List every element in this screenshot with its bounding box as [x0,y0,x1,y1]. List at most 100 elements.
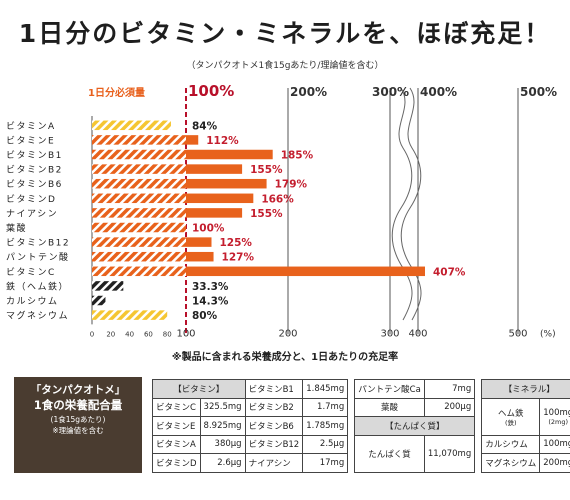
daily-requirement-label: 1日分必須量 [88,88,145,99]
nutrient-value: 380μg [199,434,246,454]
bar [92,149,186,160]
mineral-value-heme-iron: 100mg (2mg) [539,397,570,436]
x-tick-label: 200 [278,328,297,339]
value-label: 112% [206,135,239,147]
nutrient-value: 7mg [423,379,476,399]
bar [186,266,425,277]
mineral-value: 100mg [543,407,570,418]
mineral-name: ヘム鉄 [497,408,524,419]
bar [186,149,273,160]
chart-footnote: ※製品に含まれる栄養成分と、1日あたりの充足率 [171,352,399,363]
value-label: 407% [433,266,466,278]
x-tick-label: 20 [106,330,115,338]
bar [92,135,186,145]
top-tick-label: 400% [420,85,457,99]
x-tick-label: 40 [125,330,134,338]
vitamin-header: 【ビタミン】 [152,379,246,399]
bar [92,193,186,204]
x-tick-label: 500 [508,328,527,339]
protein-name: たんぱく質 [354,434,425,473]
nutrient-value: 1.845mg [302,379,349,399]
nutrient-value: 2.5μg [302,434,349,454]
nutrient-name: ビタミンB2 [244,397,304,417]
nutrient-name: ビタミンC [152,397,201,417]
value-label: 166% [261,193,294,205]
value-label: 14.3% [192,296,229,308]
axis-break-line [391,87,413,321]
mineral-value-sub: (2mg) [548,417,569,426]
mineral-name-heme-iron: ヘム鉄 (鉄) [481,397,541,436]
bar [186,237,212,247]
nutrient-value: 1.7mg [302,397,349,417]
category-label: マグネシウム [6,310,69,322]
bar [92,120,171,131]
bar [186,208,243,218]
nutrient-name: ビタミンB6 [244,416,304,436]
value-label: 127% [222,252,255,264]
nutrient-value: 2.6μg [199,453,246,473]
top-tick-label: 100% [188,82,234,100]
category-label: ビタミンE [6,135,55,146]
nutrition-summary-box: 「タンパクオトメ」 1食の栄養配合量 (1食15gあたり) ※理論値を含む [14,377,142,473]
category-label: ナイアシン [6,208,58,219]
top-tick-label: 200% [290,85,327,99]
mineral-value: 200mg [539,453,570,473]
nutrient-name: ビタミンB1 [244,379,304,399]
box-line-1: 「タンパクオトメ」 [30,384,126,396]
box-line-4: ※理論値を含む [52,426,104,435]
value-label: 125% [220,237,253,249]
category-label: ビタミンB1 [6,150,63,161]
page-title: 1日分のビタミン・ミネラルを、ほぼ充足！ [18,19,552,48]
nutrient-value: 8.925mg [199,416,246,436]
protein-header: 【たんぱく質】 [354,416,476,436]
nutrient-value: 17mg [302,453,349,473]
value-label: 33.3% [192,281,229,293]
bar [92,237,186,247]
nutrient-name: 葉酸 [354,397,425,417]
mineral-name: マグネシウム [481,453,541,473]
bar [186,251,214,262]
x-unit-label: (%) [540,329,556,339]
bar [186,193,254,204]
box-line-2: 1食の栄養配合量 [33,398,123,412]
bar [92,222,186,233]
nutrient-name: ビタミンA [152,434,201,454]
nutrient-name: ビタミンE [152,416,201,436]
value-label: 100% [192,223,225,235]
mineral-sub: (鉄) [504,418,517,427]
value-label: 179% [275,179,308,191]
nutrient-value: 325.5mg [199,397,246,417]
bar [92,251,186,262]
x-tick-label: 100 [176,328,195,339]
bar [186,164,243,174]
category-label: ビタミンB6 [6,179,63,190]
nutrition-table: 【ビタミン】 ビタミンB1 1.845mg パントテン酸Ca 7mg 【ミネラル… [152,379,570,473]
nutrient-name: ビタミンD [152,453,201,473]
category-label: 葉酸 [6,222,27,234]
bar [186,178,267,189]
nutrient-value: 1.785mg [302,416,349,436]
category-label: パントテン酸 [6,252,69,263]
value-label: 185% [281,150,314,162]
x-tick-label: 80 [163,330,172,338]
bar [92,295,106,306]
nutrient-name: パントテン酸Ca [354,379,425,399]
nutrient-value: 200μg [423,397,476,417]
bar [186,135,199,145]
bar-chart: 100% 200% 300% 400% 500% ビタミンA 84% ビタミンE 112% ビタミ… [6,82,557,339]
bar [92,310,168,320]
x-tick-label: 0 [90,330,94,338]
category-label: ビタミンD [6,194,56,205]
category-label: カルシウム [6,296,59,307]
bar [92,266,186,277]
category-label: ビタミンB2 [6,165,63,176]
value-label: 84% [192,120,218,132]
mineral-name: カルシウム [481,434,541,454]
bar [92,164,186,174]
category-label: ビタミンA [6,121,56,132]
category-label: ビタミンB12 [6,238,70,249]
bar [92,281,124,291]
category-label: ビタミンC [6,267,56,278]
bar [92,208,186,218]
mineral-header: 【ミネラル】 [481,379,570,399]
